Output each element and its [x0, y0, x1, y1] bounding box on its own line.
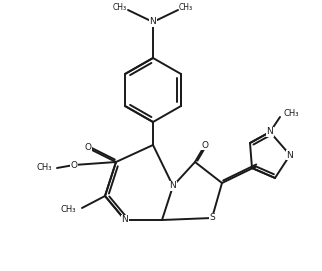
Text: N: N — [150, 18, 156, 27]
Text: N: N — [267, 127, 273, 137]
Text: N: N — [287, 150, 293, 160]
Text: CH₃: CH₃ — [61, 205, 76, 215]
Text: CH₃: CH₃ — [179, 2, 193, 11]
Text: CH₃: CH₃ — [284, 108, 299, 118]
Text: CH₃: CH₃ — [113, 2, 127, 11]
Text: O: O — [71, 160, 78, 169]
Text: S: S — [209, 214, 215, 222]
Text: O: O — [84, 144, 91, 153]
Text: O: O — [202, 140, 209, 150]
Text: N: N — [170, 182, 176, 191]
Text: CH₃: CH₃ — [36, 163, 52, 173]
Text: N: N — [122, 215, 128, 224]
